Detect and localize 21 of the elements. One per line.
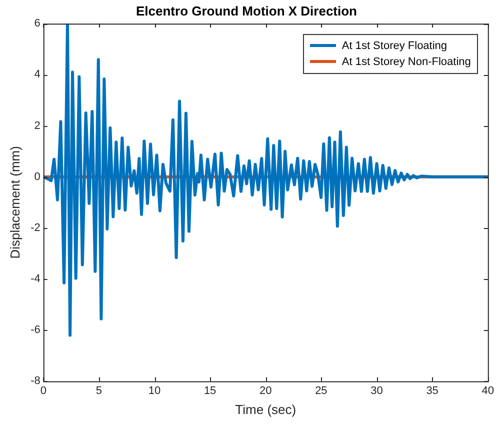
y-tick-label: 0 [34,170,40,183]
y-tick-label: 6 [34,18,40,30]
y-axis-title: Displacement (mm) [7,146,22,259]
x-tick-label: 35 [426,384,438,397]
x-axis-title: Time (sec) [235,402,296,417]
y-tick-label: -2 [30,222,40,234]
y-tick-label: -4 [30,273,40,286]
y-tick-label: -8 [30,375,40,388]
legend-label: At 1st Storey Floating [342,38,448,54]
chart-title: Elcentro Ground Motion X Direction [136,3,358,18]
legend-label: At 1st Storey Non-Floating [342,54,471,70]
x-tick-label: 20 [260,384,272,397]
y-tick-label: -6 [30,324,40,336]
x-tick-label: 30 [370,384,383,397]
x-tick-label: 40 [482,384,494,397]
x-tick-label: 25 [315,384,328,397]
x-tick-label: 5 [96,384,102,397]
y-tick-label: 2 [34,120,40,132]
x-tick-label: 15 [204,384,216,397]
x-tick-label: 10 [148,384,161,397]
y-tick-label: 4 [34,68,40,81]
